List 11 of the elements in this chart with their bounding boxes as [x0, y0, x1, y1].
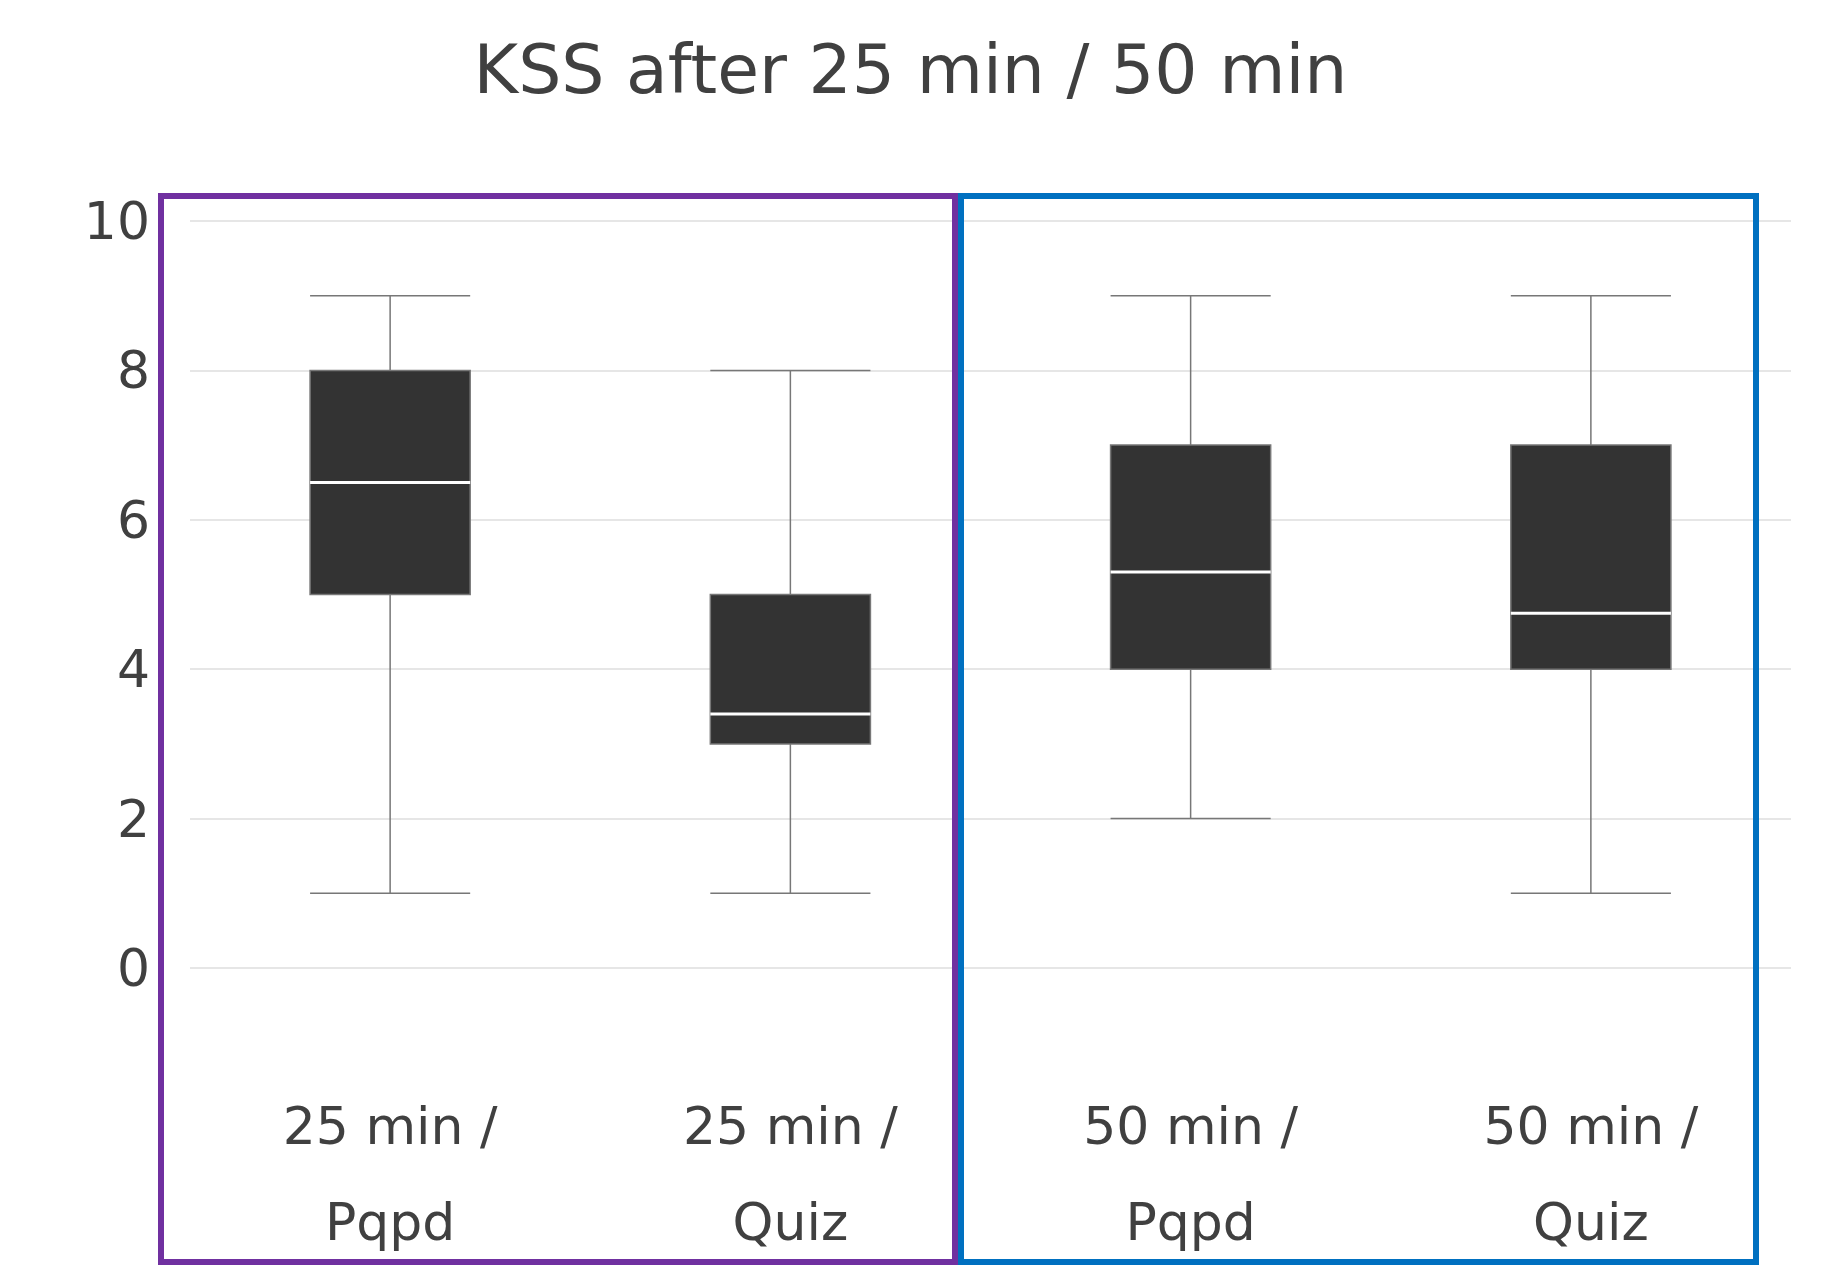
x-tick-label: 25 min / Pqpd [282, 1096, 498, 1252]
y-tick-label: 8 [116, 340, 150, 401]
x-tick-label: 25 min / Quiz [682, 1096, 899, 1252]
y-tick-label: 10 [83, 191, 150, 251]
x-tick-label: 50 min / Quiz [1483, 1096, 1699, 1252]
x-tick-label: 50 min / Pqpd [1083, 1096, 1299, 1252]
y-tick-label: 6 [116, 489, 150, 550]
y-tick-label: 0 [116, 938, 150, 998]
y-tick-label: 2 [116, 788, 150, 849]
y-tick-label: 4 [116, 639, 150, 700]
chart-title: KSS after 25 min / 50 min [473, 29, 1348, 109]
